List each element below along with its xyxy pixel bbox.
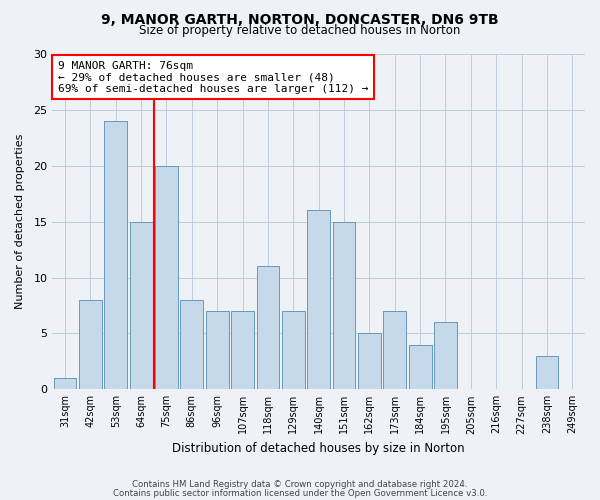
Text: 9 MANOR GARTH: 76sqm
← 29% of detached houses are smaller (48)
69% of semi-detac: 9 MANOR GARTH: 76sqm ← 29% of detached h… — [58, 60, 368, 94]
Text: Size of property relative to detached houses in Norton: Size of property relative to detached ho… — [139, 24, 461, 37]
Text: Contains public sector information licensed under the Open Government Licence v3: Contains public sector information licen… — [113, 488, 487, 498]
Bar — [536, 356, 559, 390]
Bar — [155, 166, 178, 390]
Bar — [104, 121, 127, 390]
Bar — [79, 300, 102, 390]
Bar — [409, 344, 431, 390]
X-axis label: Distribution of detached houses by size in Norton: Distribution of detached houses by size … — [172, 442, 465, 455]
Bar — [434, 322, 457, 390]
Text: 9, MANOR GARTH, NORTON, DONCASTER, DN6 9TB: 9, MANOR GARTH, NORTON, DONCASTER, DN6 9… — [101, 12, 499, 26]
Bar — [282, 311, 305, 390]
Bar — [206, 311, 229, 390]
Bar — [358, 334, 381, 390]
Y-axis label: Number of detached properties: Number of detached properties — [15, 134, 25, 310]
Bar — [383, 311, 406, 390]
Bar — [307, 210, 330, 390]
Bar — [231, 311, 254, 390]
Bar — [181, 300, 203, 390]
Bar — [257, 266, 280, 390]
Bar — [332, 222, 355, 390]
Text: Contains HM Land Registry data © Crown copyright and database right 2024.: Contains HM Land Registry data © Crown c… — [132, 480, 468, 489]
Bar — [130, 222, 152, 390]
Bar — [53, 378, 76, 390]
